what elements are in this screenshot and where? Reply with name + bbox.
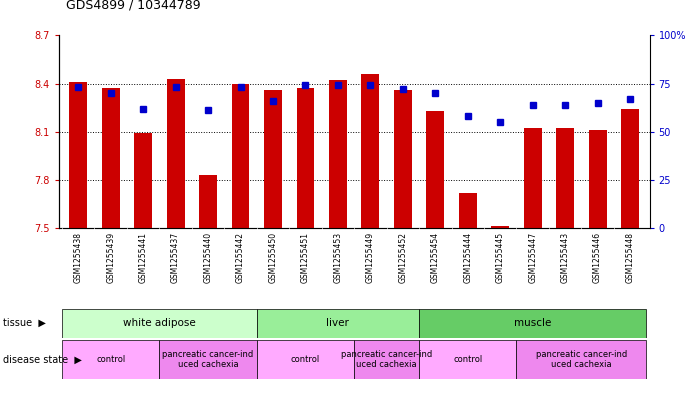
Bar: [257, 340, 354, 379]
Bar: [516, 340, 646, 379]
Bar: [257, 309, 419, 338]
Text: GSM1255445: GSM1255445: [495, 232, 504, 283]
Bar: [491, 226, 509, 228]
Bar: [394, 90, 412, 228]
Bar: [160, 340, 257, 379]
Text: white adipose: white adipose: [123, 318, 196, 328]
Text: GSM1255438: GSM1255438: [74, 232, 83, 283]
Bar: [419, 340, 516, 379]
Bar: [419, 309, 646, 338]
Text: GDS4899 / 10344789: GDS4899 / 10344789: [66, 0, 200, 12]
Text: GSM1255448: GSM1255448: [625, 232, 634, 283]
Text: GSM1255442: GSM1255442: [236, 232, 245, 283]
Bar: [556, 129, 574, 228]
Text: GSM1255450: GSM1255450: [269, 232, 278, 283]
Bar: [296, 88, 314, 228]
Text: GSM1255446: GSM1255446: [593, 232, 602, 283]
Bar: [199, 175, 217, 228]
Text: pancreatic cancer-ind
uced cachexia: pancreatic cancer-ind uced cachexia: [341, 350, 433, 369]
Text: GSM1255443: GSM1255443: [560, 232, 569, 283]
Text: GSM1255454: GSM1255454: [430, 232, 439, 283]
Bar: [361, 74, 379, 228]
Text: tissue  ▶: tissue ▶: [3, 318, 46, 328]
Bar: [62, 340, 160, 379]
Bar: [329, 80, 347, 228]
Text: GSM1255451: GSM1255451: [301, 232, 310, 283]
Text: GSM1255453: GSM1255453: [333, 232, 343, 283]
Bar: [354, 340, 419, 379]
Text: liver: liver: [326, 318, 350, 328]
Text: GSM1255440: GSM1255440: [204, 232, 213, 283]
Text: GSM1255447: GSM1255447: [528, 232, 537, 283]
Text: control: control: [291, 355, 320, 364]
Bar: [134, 133, 152, 228]
Bar: [167, 79, 184, 228]
Text: GSM1255449: GSM1255449: [366, 232, 375, 283]
Bar: [231, 83, 249, 228]
Text: GSM1255439: GSM1255439: [106, 232, 115, 283]
Text: pancreatic cancer-ind
uced cachexia: pancreatic cancer-ind uced cachexia: [162, 350, 254, 369]
Text: disease state  ▶: disease state ▶: [3, 354, 82, 365]
Bar: [589, 130, 607, 228]
Text: control: control: [453, 355, 482, 364]
Text: GSM1255452: GSM1255452: [398, 232, 407, 283]
Bar: [524, 129, 542, 228]
Bar: [459, 193, 477, 228]
Text: GSM1255444: GSM1255444: [463, 232, 472, 283]
Bar: [102, 88, 120, 228]
Bar: [621, 109, 639, 228]
Text: control: control: [96, 355, 125, 364]
Bar: [62, 309, 257, 338]
Bar: [426, 111, 444, 228]
Text: muscle: muscle: [514, 318, 551, 328]
Bar: [69, 82, 87, 228]
Bar: [264, 90, 282, 228]
Text: pancreatic cancer-ind
uced cachexia: pancreatic cancer-ind uced cachexia: [536, 350, 627, 369]
Text: GSM1255437: GSM1255437: [171, 232, 180, 283]
Text: GSM1255441: GSM1255441: [139, 232, 148, 283]
